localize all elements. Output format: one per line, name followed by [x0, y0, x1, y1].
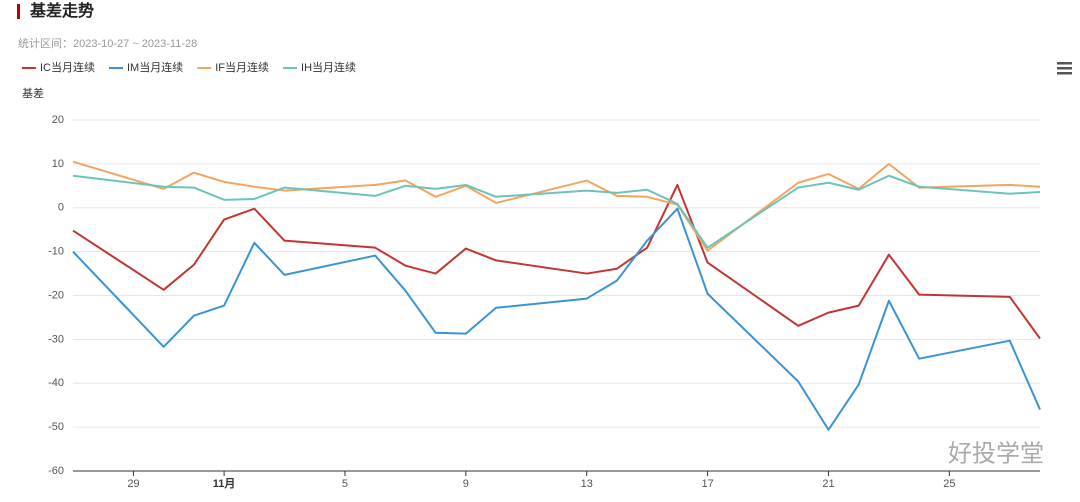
- y-tick-label: 10: [52, 158, 64, 170]
- menu-icon[interactable]: [1057, 62, 1072, 75]
- chart-title: 基差走势: [29, 1, 94, 20]
- x-tick-label: 13: [581, 478, 593, 490]
- y-tick-label: -40: [48, 377, 64, 389]
- legend-label[interactable]: IM当月连续: [127, 60, 183, 74]
- series-line: [72, 207, 1041, 431]
- series-line: [72, 160, 1041, 252]
- y-tick-label: 20: [52, 114, 64, 126]
- y-tick-label: -20: [48, 289, 64, 301]
- x-tick-label: 17: [701, 478, 713, 490]
- y-tick-label: -30: [48, 333, 64, 345]
- x-tick-label: 25: [943, 478, 955, 490]
- series-line: [72, 174, 1041, 249]
- x-tick-label: 5: [342, 478, 348, 490]
- legend-label[interactable]: IF当月连续: [215, 60, 269, 74]
- series-line: [72, 183, 1041, 340]
- x-tick-label: 21: [822, 478, 834, 490]
- title-marker: [17, 4, 20, 19]
- y-tick-label: 0: [58, 202, 64, 214]
- legend-label[interactable]: IH当月连续: [301, 60, 356, 74]
- x-tick-label: 29: [127, 478, 139, 490]
- x-tick-label: 9: [463, 478, 469, 490]
- legend-label[interactable]: IC当月连续: [40, 60, 95, 74]
- y-axis-label: 基差: [22, 86, 44, 100]
- x-tick-label: 11月: [213, 477, 236, 490]
- y-tick-label: -60: [48, 465, 64, 477]
- y-tick-label: -10: [48, 246, 64, 258]
- y-tick-label: -50: [48, 421, 64, 433]
- chart-subtitle: 统计区间：2023-10-27 ~ 2023-11-28: [18, 37, 197, 50]
- watermark: 好投学堂: [948, 440, 1044, 467]
